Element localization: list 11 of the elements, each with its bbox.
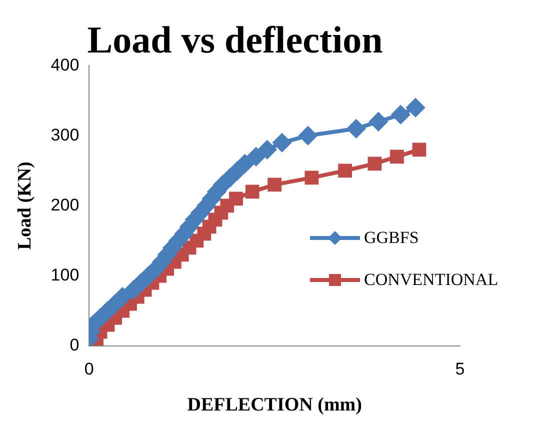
x-tick-label: 5 — [455, 360, 465, 379]
x-axis-title: DEFLECTION (mm) — [187, 394, 362, 416]
legend-label: GGBFS — [364, 228, 419, 248]
y-axis-title: Load (KN) — [14, 162, 36, 250]
y-tick-label: 0 — [70, 335, 80, 354]
legend-label: CONVENTIONAL — [364, 270, 498, 290]
chart-title: Load vs deflection — [87, 20, 383, 62]
y-tick-label: 400 — [50, 55, 80, 74]
y-tick-label: 200 — [50, 195, 80, 214]
y-tick-label: 300 — [50, 125, 80, 144]
y-tick-label: 100 — [50, 265, 80, 284]
